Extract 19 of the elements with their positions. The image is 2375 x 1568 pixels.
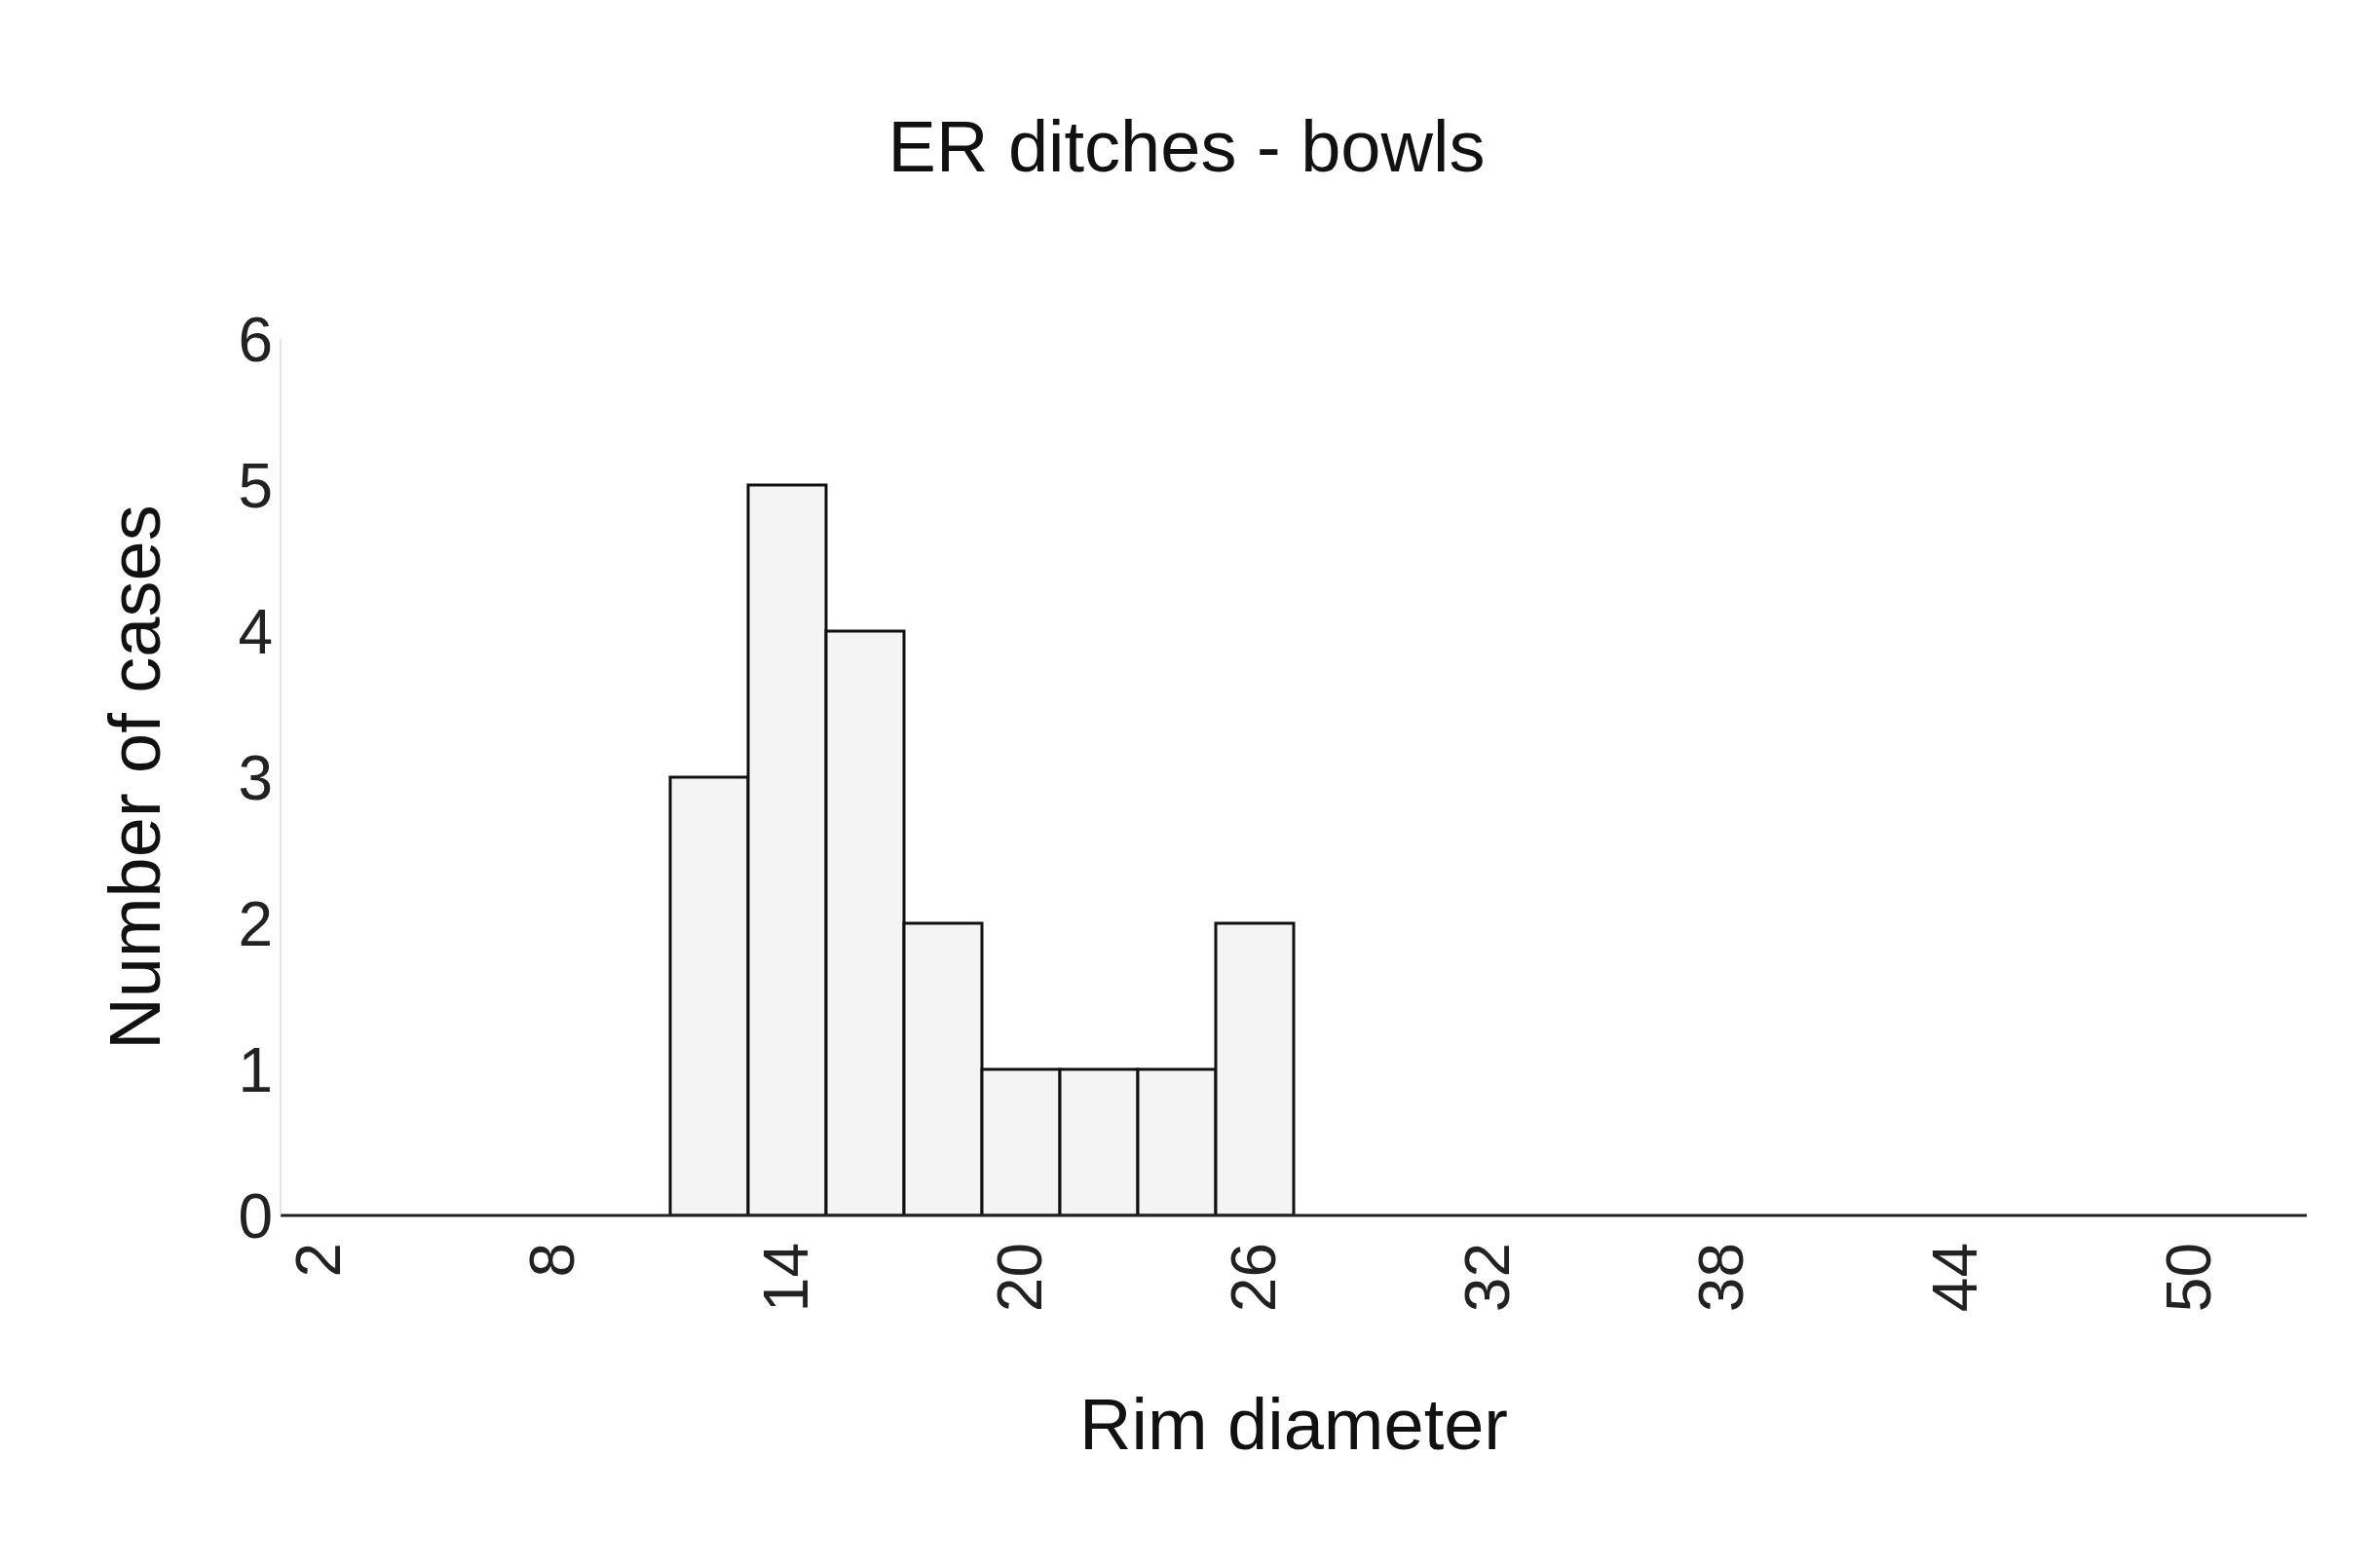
x-tick-label: 50 — [2154, 1243, 2225, 1313]
x-tick-label: 8 — [517, 1243, 588, 1278]
x-tick-label: 2 — [283, 1243, 355, 1278]
y-tick-label: 3 — [238, 742, 273, 813]
chart-title: ER ditches - bowls — [886, 105, 1487, 189]
y-tick-label: 2 — [238, 888, 273, 959]
y-tick-label: 1 — [238, 1034, 273, 1105]
y-axis-title: Number of cases — [94, 504, 176, 1050]
y-tick-label: 4 — [238, 596, 273, 667]
x-tick-label: 44 — [1920, 1243, 1991, 1313]
y-tick-label: 0 — [238, 1180, 273, 1251]
x-tick-label: 32 — [1452, 1243, 1524, 1313]
x-tick-label: 20 — [985, 1243, 1056, 1313]
y-tick-label: 5 — [238, 450, 273, 521]
x-tick-label: 26 — [1219, 1243, 1290, 1313]
y-tick-label: 6 — [238, 304, 273, 375]
x-axis-title: Rim diameter — [1079, 1384, 1508, 1465]
x-tick-label: 38 — [1686, 1243, 1757, 1313]
x-tick-label: 14 — [751, 1243, 822, 1313]
